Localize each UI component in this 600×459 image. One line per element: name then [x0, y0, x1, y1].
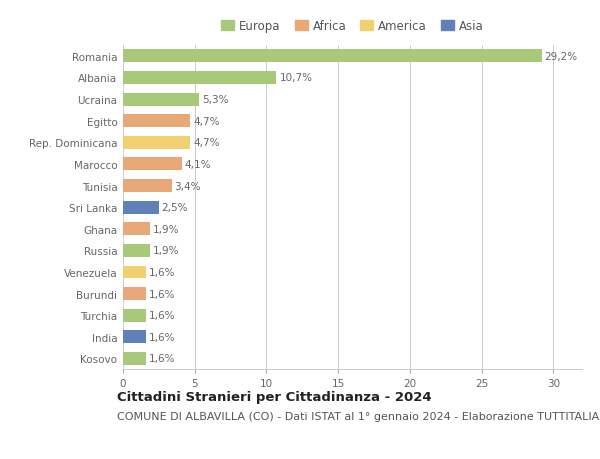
Bar — [123, 309, 146, 322]
Bar — [123, 72, 277, 85]
Bar — [123, 179, 172, 193]
Bar — [123, 93, 199, 106]
Bar — [123, 201, 159, 214]
Bar — [123, 287, 146, 301]
Text: 1,9%: 1,9% — [153, 246, 179, 256]
Text: 1,6%: 1,6% — [149, 268, 175, 277]
Text: COMUNE DI ALBAVILLA (CO) - Dati ISTAT al 1° gennaio 2024 - Elaborazione TUTTITAL: COMUNE DI ALBAVILLA (CO) - Dati ISTAT al… — [117, 411, 600, 421]
Text: 1,6%: 1,6% — [149, 354, 175, 364]
Bar — [123, 136, 190, 150]
Text: 1,9%: 1,9% — [153, 224, 179, 234]
Text: 2,5%: 2,5% — [162, 203, 188, 213]
Text: 4,7%: 4,7% — [193, 138, 220, 148]
Bar — [123, 330, 146, 344]
Bar — [123, 158, 182, 171]
Bar — [123, 115, 190, 128]
Text: 1,6%: 1,6% — [149, 289, 175, 299]
Legend: Europa, Africa, America, Asia: Europa, Africa, America, Asia — [218, 16, 487, 36]
Text: 3,4%: 3,4% — [175, 181, 201, 191]
Text: Cittadini Stranieri per Cittadinanza - 2024: Cittadini Stranieri per Cittadinanza - 2… — [117, 390, 431, 403]
Bar — [123, 352, 146, 365]
Text: 4,1%: 4,1% — [185, 160, 211, 169]
Text: 4,7%: 4,7% — [193, 117, 220, 126]
Bar — [123, 266, 146, 279]
Text: 29,2%: 29,2% — [545, 52, 578, 62]
Bar — [123, 50, 542, 63]
Text: 1,6%: 1,6% — [149, 332, 175, 342]
Text: 5,3%: 5,3% — [202, 95, 229, 105]
Text: 10,7%: 10,7% — [280, 73, 313, 83]
Bar — [123, 223, 150, 236]
Text: 1,6%: 1,6% — [149, 311, 175, 320]
Bar — [123, 244, 150, 257]
